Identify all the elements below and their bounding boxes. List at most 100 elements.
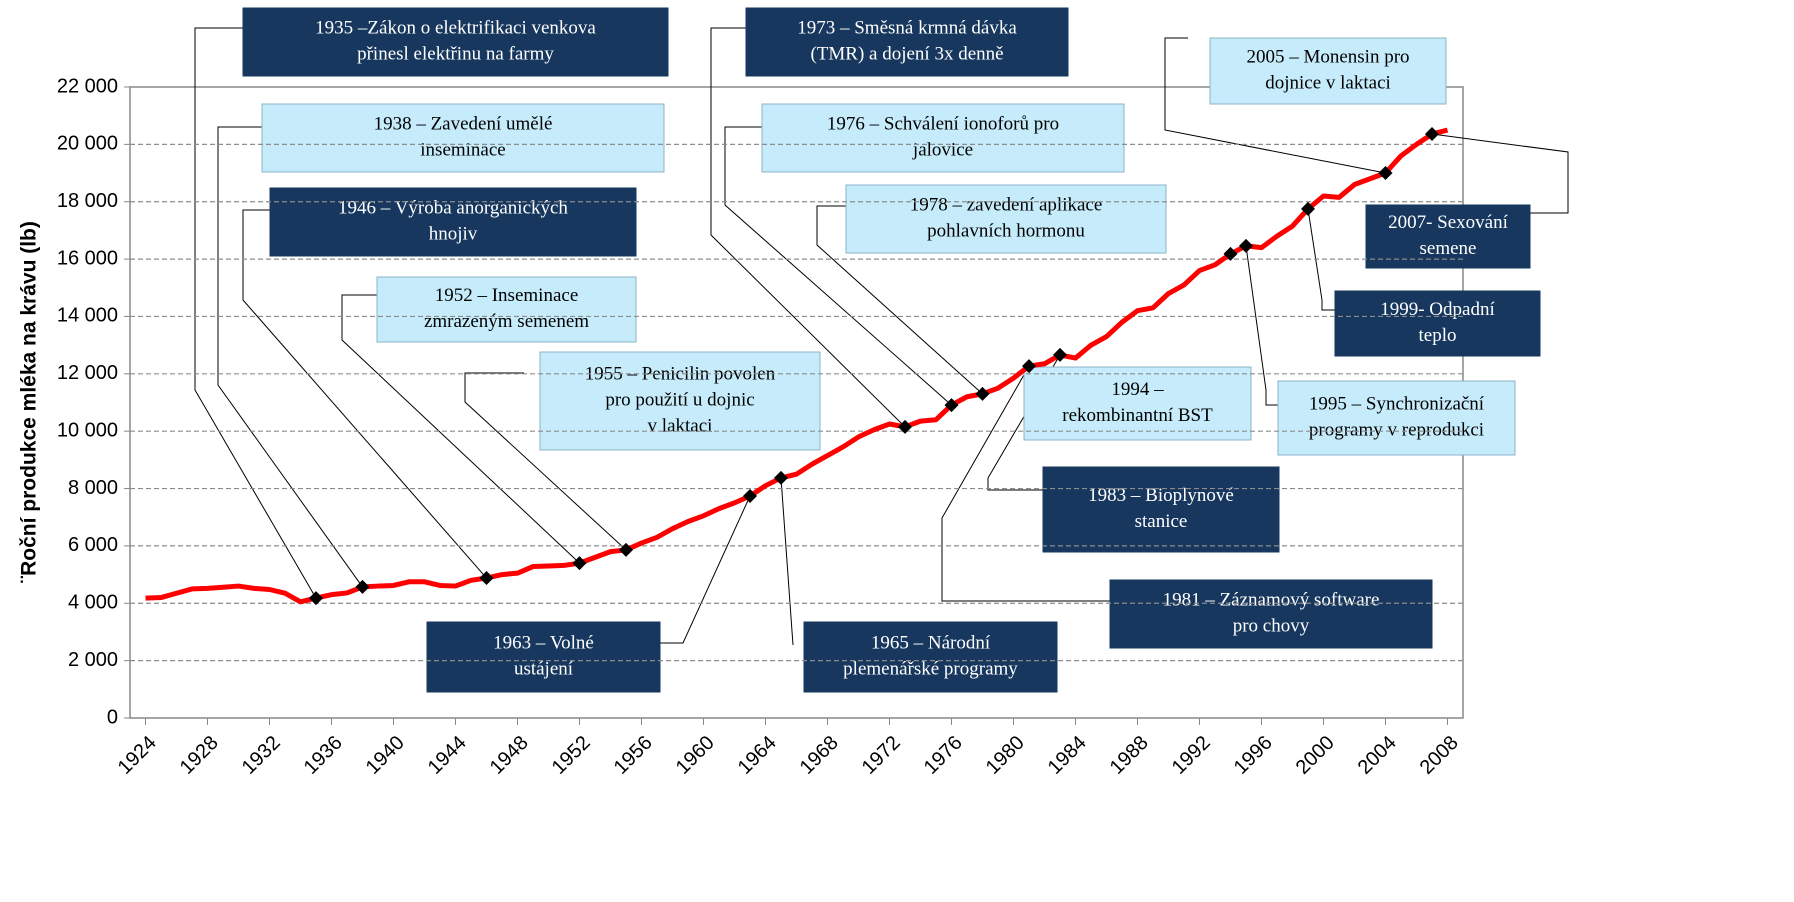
annotation-text: plemenářské programy: [843, 658, 1018, 679]
annotation-box: [803, 621, 1058, 693]
annotation-text: 1946 – Výroba anorganických: [338, 197, 568, 218]
event-marker: [355, 579, 370, 594]
x-tick-label: 1988: [1106, 732, 1153, 779]
x-tick-label: 1944: [424, 732, 471, 779]
event-marker: [619, 542, 633, 557]
event-marker: [898, 419, 912, 434]
event-marker: [1378, 166, 1393, 181]
annotation-text: hnojiv: [429, 223, 478, 244]
annotation-box: [845, 184, 1167, 254]
annotation-text: zmrazeným semenem: [424, 311, 589, 332]
x-tick-label: 1992: [1168, 732, 1215, 779]
x-tick-label: 1972: [858, 732, 905, 779]
event-marker: [774, 470, 788, 485]
annotation-box: [1365, 204, 1531, 269]
x-tick-label: 1984: [1044, 732, 1091, 779]
annotation-text: 1976 – Schválení ionoforů pro: [827, 113, 1059, 134]
x-tick-label: 1976: [920, 732, 967, 779]
connector: [780, 477, 794, 646]
annotation-text: 1955 – Penicilin povolen: [585, 363, 776, 384]
connector: [194, 27, 317, 599]
x-tick-label: 1936: [300, 732, 347, 779]
annotations: 1935 –Zákon o elektrifikaci venkova přine…: [194, 7, 1569, 693]
connector: [242, 209, 487, 579]
y-tick-label: 14 000: [57, 305, 118, 327]
annotation-box: [761, 103, 1125, 173]
x-tick-label: 1952: [548, 732, 595, 779]
x-tick-label: 1960: [672, 732, 719, 779]
annotation-text: přinesl elektřinu na farmy: [357, 43, 554, 64]
annotation-box: [426, 621, 661, 693]
connector: [217, 126, 363, 588]
connector: [1307, 208, 1335, 311]
annotation-text: 2007- Sexování: [1388, 212, 1509, 233]
annotation-text: dojnice v laktaci: [1265, 72, 1391, 93]
annotation-text: pohlavních hormonu: [927, 220, 1085, 241]
annotation-text: semene: [1420, 238, 1477, 259]
annotation-box: [1023, 366, 1252, 441]
x-tick-label: 2004: [1354, 732, 1401, 779]
annotation-text: 2005 – Monensin pro: [1246, 46, 1409, 67]
annotation-box: [745, 7, 1069, 77]
x-tick-label: 1928: [176, 732, 223, 779]
event-marker: [1053, 347, 1067, 362]
x-tick-label: 1980: [982, 732, 1029, 779]
x-tick-label: 2008: [1416, 732, 1463, 779]
x-tick-label: 1956: [610, 732, 657, 779]
annotation-box: [539, 351, 821, 451]
x-tick-label: 2000: [1292, 732, 1339, 779]
y-tick-label: 0: [107, 706, 118, 728]
event-marker: [479, 571, 494, 586]
y-tick-label: 10 000: [57, 419, 118, 441]
annotation-text: stanice: [1135, 511, 1188, 532]
y-axis-title: ¨Roční produkce mléka na krávu (lb): [18, 221, 41, 583]
connector: [816, 205, 983, 395]
annotation-text: 1983 – Bioplynové: [1088, 485, 1234, 506]
x-tick-label: 1948: [486, 732, 533, 779]
y-tick-label: 8 000: [68, 477, 118, 499]
annotation-box: [1277, 380, 1516, 456]
annotation-text: pro chovy: [1233, 615, 1310, 636]
y-tick-label: 22 000: [57, 75, 118, 97]
y-tick-label: 2 000: [68, 649, 118, 671]
annotation-text: 1995 – Synchronizační: [1309, 393, 1485, 414]
annotation-text: inseminace: [420, 139, 505, 160]
annotation-text: pro použití u dojnic: [605, 389, 754, 410]
annotation-box: [261, 103, 665, 173]
annotation-text: 1981 – Záznamový software: [1163, 589, 1380, 610]
annotation-text: v laktaci: [648, 415, 713, 436]
x-tick-label: 1996: [1230, 732, 1277, 779]
event-marker: [1301, 201, 1315, 216]
annotation-text: 1999- Odpadní: [1380, 299, 1495, 320]
annotation-text: 1938 – Zavedení umělé: [374, 113, 553, 134]
event-marker: [1239, 238, 1253, 253]
connector: [724, 126, 952, 406]
annotation-text: rekombinantní BST: [1062, 405, 1213, 426]
annotation-text: 1973 – Směsná krmná dávka: [797, 17, 1017, 38]
annotation-text: (TMR) a dojení 3x denně: [810, 43, 1003, 64]
annotation-text: 1965 – Národní: [871, 632, 991, 653]
connector: [341, 294, 580, 564]
y-tick-label: 18 000: [57, 190, 118, 212]
y-tick-label: 12 000: [57, 362, 118, 384]
annotation-text: programy v reprodukci: [1309, 419, 1484, 440]
connector: [941, 365, 1110, 602]
annotation-box: [1042, 466, 1280, 553]
connector: [1431, 133, 1569, 214]
event-marker: [975, 386, 990, 401]
annotation-box: [269, 187, 637, 257]
y-tick-label: 16 000: [57, 247, 118, 269]
annotation-box: [242, 7, 669, 77]
connector: [464, 372, 627, 551]
annotation-box: [376, 276, 637, 343]
connector: [660, 495, 751, 644]
annotation-text: 1963 – Volné: [493, 632, 594, 653]
x-tick-label: 1940: [362, 732, 409, 779]
annotation-text: 1935 –Zákon o elektrifikaci venkova: [315, 17, 596, 38]
event-marker: [944, 398, 959, 413]
event-marker: [743, 489, 757, 504]
event-marker: [1223, 246, 1238, 261]
annotation-box: [1334, 290, 1541, 357]
